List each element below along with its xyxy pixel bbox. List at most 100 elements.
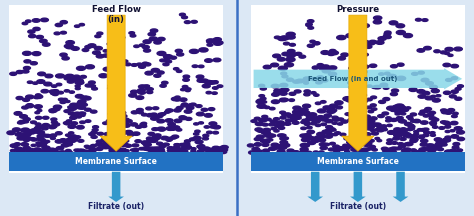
Circle shape: [367, 120, 375, 123]
Circle shape: [401, 149, 407, 151]
Circle shape: [413, 119, 420, 123]
Circle shape: [173, 149, 180, 152]
Circle shape: [355, 119, 360, 122]
Circle shape: [304, 93, 310, 96]
Circle shape: [361, 94, 366, 96]
Circle shape: [148, 151, 156, 154]
Circle shape: [351, 133, 357, 135]
Circle shape: [172, 97, 179, 101]
Circle shape: [455, 97, 462, 100]
Circle shape: [381, 84, 387, 87]
Circle shape: [306, 117, 314, 121]
Circle shape: [369, 40, 377, 44]
Circle shape: [146, 91, 153, 94]
Circle shape: [315, 136, 323, 139]
Circle shape: [349, 119, 354, 122]
Circle shape: [23, 98, 29, 102]
Circle shape: [283, 98, 288, 101]
Circle shape: [210, 126, 215, 128]
Circle shape: [306, 114, 314, 118]
Circle shape: [324, 114, 331, 117]
Circle shape: [324, 135, 333, 138]
Circle shape: [109, 147, 114, 150]
Circle shape: [45, 140, 50, 143]
Circle shape: [419, 148, 427, 152]
Circle shape: [65, 134, 71, 136]
Circle shape: [269, 123, 274, 126]
Circle shape: [120, 142, 126, 145]
Circle shape: [54, 32, 60, 35]
Circle shape: [131, 111, 138, 114]
FancyArrow shape: [342, 15, 374, 151]
Circle shape: [257, 104, 266, 108]
Circle shape: [157, 37, 165, 41]
Circle shape: [49, 109, 57, 113]
Circle shape: [153, 136, 160, 139]
Circle shape: [387, 106, 396, 110]
Circle shape: [42, 141, 47, 144]
Circle shape: [164, 111, 170, 113]
Circle shape: [36, 116, 42, 119]
Circle shape: [173, 146, 178, 149]
Circle shape: [43, 116, 49, 119]
Circle shape: [204, 152, 211, 155]
Circle shape: [170, 56, 176, 59]
Circle shape: [36, 35, 44, 39]
Circle shape: [307, 151, 312, 154]
Circle shape: [123, 124, 130, 127]
Circle shape: [430, 147, 438, 150]
Circle shape: [148, 33, 155, 36]
Circle shape: [184, 21, 191, 24]
Circle shape: [310, 40, 315, 43]
Circle shape: [16, 70, 23, 74]
Circle shape: [273, 91, 282, 95]
Circle shape: [441, 111, 448, 114]
Circle shape: [29, 130, 36, 133]
Circle shape: [361, 122, 370, 126]
Circle shape: [327, 130, 331, 133]
Circle shape: [125, 119, 132, 123]
Circle shape: [356, 97, 363, 100]
Circle shape: [445, 48, 453, 51]
Circle shape: [374, 123, 381, 126]
Circle shape: [399, 145, 405, 148]
Circle shape: [300, 134, 307, 137]
Circle shape: [353, 29, 358, 31]
Circle shape: [18, 122, 23, 124]
Circle shape: [308, 113, 317, 117]
Circle shape: [160, 84, 166, 87]
Circle shape: [66, 138, 71, 140]
Circle shape: [205, 59, 212, 62]
Circle shape: [274, 130, 279, 132]
Circle shape: [117, 149, 122, 152]
Circle shape: [382, 125, 387, 127]
Circle shape: [41, 18, 48, 22]
Circle shape: [383, 87, 389, 89]
Circle shape: [368, 139, 374, 142]
Circle shape: [263, 149, 270, 152]
Circle shape: [402, 132, 410, 136]
Circle shape: [176, 106, 183, 110]
Circle shape: [330, 51, 338, 55]
Circle shape: [380, 126, 386, 128]
Circle shape: [289, 99, 294, 102]
Circle shape: [73, 107, 77, 109]
Circle shape: [70, 116, 77, 119]
Circle shape: [133, 149, 139, 151]
Circle shape: [279, 146, 287, 149]
Circle shape: [191, 148, 196, 150]
Circle shape: [27, 148, 35, 152]
Circle shape: [328, 128, 335, 131]
Circle shape: [91, 148, 98, 151]
Circle shape: [79, 112, 86, 115]
Circle shape: [181, 144, 186, 146]
Circle shape: [63, 141, 71, 145]
Circle shape: [108, 144, 112, 146]
Circle shape: [391, 108, 398, 111]
Circle shape: [370, 129, 375, 132]
Circle shape: [21, 129, 28, 132]
Circle shape: [80, 149, 85, 152]
Circle shape: [286, 32, 295, 37]
Circle shape: [142, 46, 149, 49]
Circle shape: [372, 132, 378, 135]
